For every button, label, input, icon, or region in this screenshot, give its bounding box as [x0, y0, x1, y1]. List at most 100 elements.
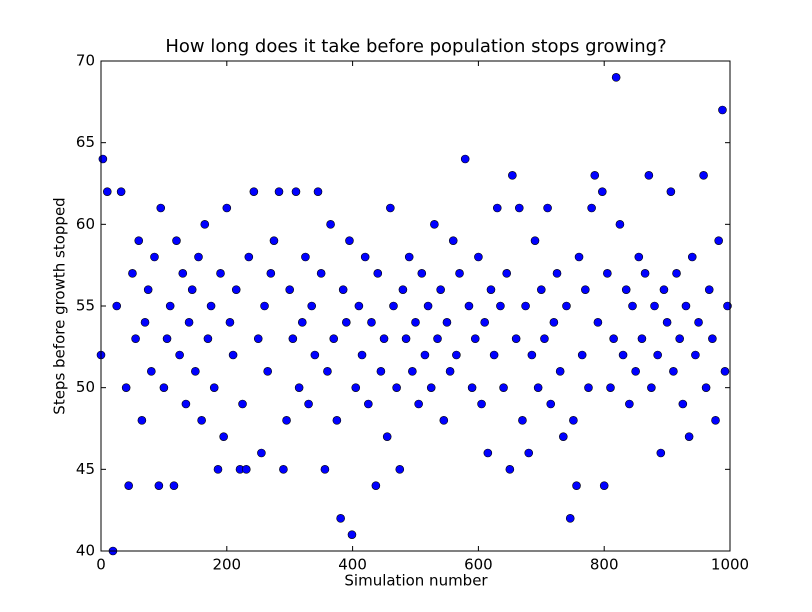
point	[124, 481, 133, 490]
point	[392, 383, 401, 392]
point	[508, 171, 517, 180]
point	[156, 203, 166, 213]
point	[565, 514, 575, 523]
point	[569, 416, 578, 425]
point	[351, 383, 361, 392]
point	[150, 252, 159, 262]
point	[112, 301, 122, 311]
point	[354, 301, 364, 311]
point	[269, 236, 279, 245]
point	[389, 301, 398, 311]
point	[562, 301, 571, 311]
point	[206, 301, 216, 311]
point	[159, 383, 169, 392]
point	[371, 481, 381, 490]
point	[357, 350, 367, 360]
point	[555, 367, 565, 376]
point	[154, 481, 164, 490]
point	[336, 514, 345, 523]
point	[618, 350, 628, 360]
point	[175, 350, 184, 360]
point	[313, 187, 323, 196]
point	[691, 350, 700, 360]
point	[411, 318, 420, 327]
point	[543, 203, 552, 213]
point	[511, 334, 521, 343]
point	[231, 285, 241, 294]
point	[102, 187, 112, 196]
point	[169, 481, 179, 490]
point	[723, 301, 732, 311]
point	[599, 481, 609, 490]
point	[263, 367, 272, 376]
point	[470, 334, 480, 343]
point	[225, 318, 235, 327]
point	[659, 285, 669, 294]
point	[423, 301, 433, 311]
y-tick-label: 60	[76, 215, 95, 233]
point	[593, 318, 603, 327]
point	[238, 399, 247, 409]
point	[681, 301, 691, 311]
point	[694, 318, 703, 327]
point	[194, 252, 203, 262]
y-tick-label: 55	[76, 297, 95, 315]
point	[609, 334, 618, 343]
point	[687, 252, 697, 262]
point	[662, 318, 672, 327]
point	[631, 367, 640, 376]
point	[559, 432, 568, 441]
point	[656, 448, 666, 458]
point	[672, 269, 681, 278]
point	[603, 269, 612, 278]
point	[253, 334, 263, 343]
point	[386, 203, 395, 213]
x-tick-label: 1000	[711, 556, 749, 574]
point	[345, 236, 354, 245]
point	[310, 350, 320, 360]
point	[137, 416, 147, 425]
point	[326, 220, 335, 229]
x-axis-label: Simulation number	[344, 572, 488, 590]
point	[398, 285, 408, 294]
point	[637, 334, 647, 343]
point	[379, 334, 389, 343]
point	[98, 154, 108, 164]
point	[647, 383, 656, 392]
point	[684, 432, 694, 441]
point	[611, 73, 621, 82]
point	[606, 383, 615, 392]
point	[474, 252, 483, 262]
point	[297, 318, 307, 327]
point	[625, 399, 634, 409]
point	[436, 285, 445, 294]
point	[332, 416, 342, 425]
point	[216, 269, 225, 278]
point	[572, 481, 581, 490]
point	[530, 236, 540, 245]
point	[420, 350, 430, 360]
point	[200, 220, 210, 229]
point	[249, 187, 259, 196]
x-tick-label: 200	[212, 556, 241, 574]
point	[401, 334, 411, 343]
point	[285, 285, 295, 294]
point	[442, 318, 452, 327]
point	[241, 465, 251, 474]
point	[244, 252, 254, 262]
y-tick-label: 40	[76, 542, 95, 560]
point	[279, 465, 288, 474]
point	[274, 187, 284, 196]
x-tick-label: 0	[96, 556, 106, 574]
point	[257, 448, 266, 458]
point	[203, 334, 213, 343]
point	[329, 334, 339, 343]
point	[116, 187, 126, 196]
point	[704, 285, 714, 294]
point	[320, 465, 330, 474]
point	[342, 318, 351, 327]
point	[181, 399, 191, 409]
point	[134, 236, 144, 245]
y-axis-label: Steps before growth stopped	[51, 197, 69, 414]
